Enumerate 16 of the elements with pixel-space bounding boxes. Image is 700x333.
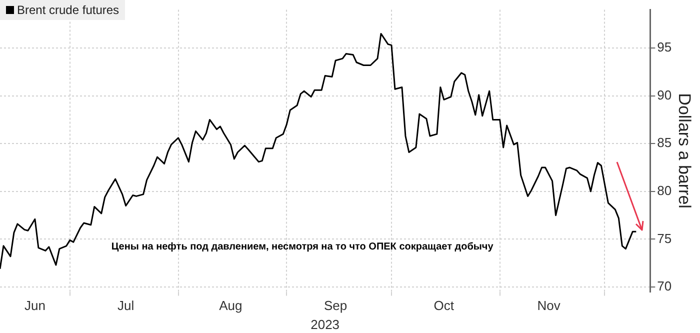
x-tick-label: Jun <box>24 298 46 314</box>
x-tick-label: Jul <box>118 298 134 314</box>
y-tick-label: 80 <box>657 183 672 198</box>
x-axis-title: 2023 <box>310 316 340 332</box>
y-tick-label: 70 <box>657 278 672 294</box>
legend-label: Brent crude futures <box>17 3 120 17</box>
y-tick-label: 85 <box>657 135 672 150</box>
x-tick-label: Nov <box>537 298 561 314</box>
x-tick-label: Oct <box>434 298 454 314</box>
y-axis-title: Dollars a barrel <box>675 93 694 208</box>
annotation: Цены на нефть под давлением, несмотря на то что ОПЕК сокращает добычу <box>111 241 494 252</box>
y-tick-label: 90 <box>657 87 672 102</box>
y-tick-label: 95 <box>657 40 672 55</box>
y-tick-label: 75 <box>657 230 672 246</box>
x-tick-label: Sep <box>324 298 348 314</box>
x-tick-label: Aug <box>219 298 242 314</box>
